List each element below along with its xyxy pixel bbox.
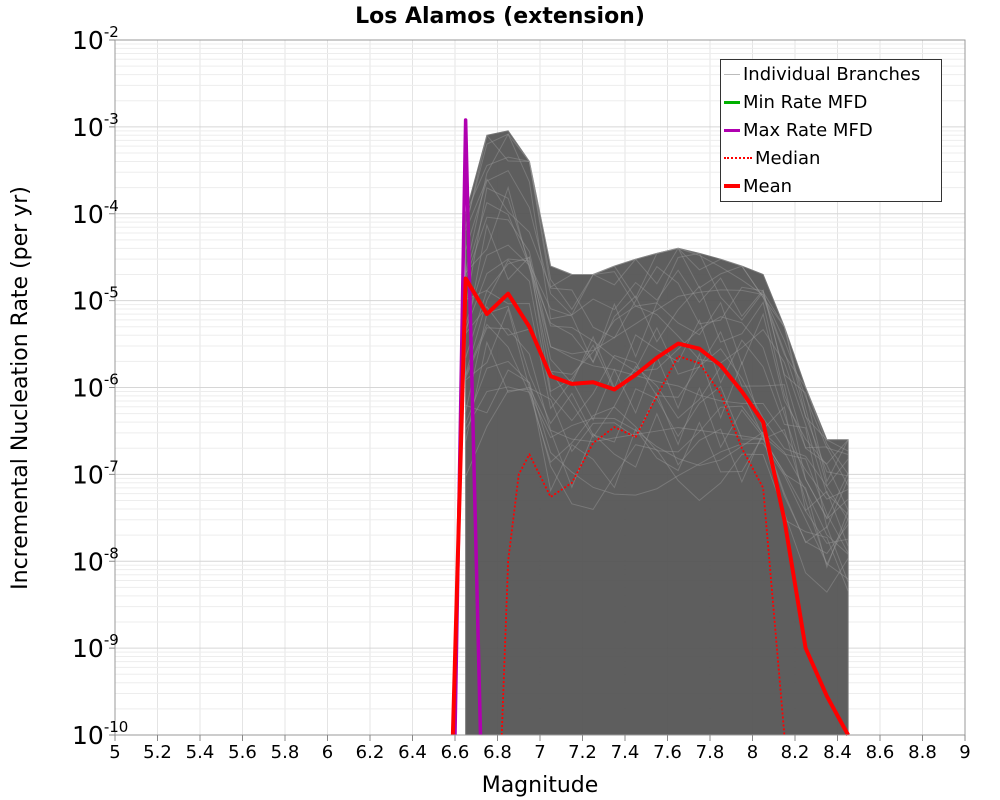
legend-label-min-rate: Min Rate MFD	[743, 91, 868, 113]
branch-line	[465, 360, 849, 580]
branch-line	[465, 256, 849, 519]
legend-swatch-max-rate	[724, 128, 740, 132]
legend: Individual Branches Min Rate MFD Max Rat…	[720, 59, 942, 202]
branch-line	[465, 258, 849, 520]
x-tick-label: 5.4	[186, 742, 215, 763]
branch-line	[465, 323, 849, 555]
x-tick-label: 8.2	[781, 742, 810, 763]
y-tick-label: 10-2	[72, 23, 119, 55]
x-tick-label: 8.8	[908, 742, 937, 763]
legend-label-max-rate: Max Rate MFD	[743, 119, 873, 141]
x-tick-label: 5.6	[228, 742, 257, 763]
legend-label-median: Median	[755, 147, 821, 169]
x-tick-label: 6.8	[483, 742, 512, 763]
x-tick-label: 8.6	[866, 742, 895, 763]
y-tick-label: 10-9	[72, 631, 119, 663]
x-tick-label: 6	[322, 742, 333, 763]
legend-item-min-rate: Min Rate MFD	[721, 90, 867, 114]
y-tick-exponent: -10	[104, 718, 129, 736]
y-tick-exponent: -4	[104, 197, 119, 215]
branch-line	[465, 169, 849, 483]
y-tick-exponent: -2	[104, 23, 119, 41]
y-tick-exponent: -3	[104, 110, 119, 128]
legend-item-individual-branches: Individual Branches	[721, 62, 920, 86]
branch-line	[465, 216, 849, 455]
legend-swatch-median	[724, 157, 752, 159]
legend-label-mean: Mean	[743, 175, 793, 197]
legend-label-branches: Individual Branches	[743, 63, 921, 85]
x-tick-label: 5.2	[143, 742, 172, 763]
x-tick-label: 9	[959, 742, 970, 763]
branch-line	[465, 133, 849, 477]
x-tick-label: 7	[534, 742, 545, 763]
branch-line	[465, 185, 849, 511]
legend-item-mean: Mean	[721, 174, 792, 198]
x-axis-ticks: 5 5.2 5.4 5.6 5.8 6 6.2 6.4 6.6 6.8 7 7.2 7.4 7.6 7.8 8…	[109, 735, 971, 763]
legend-item-median: Median	[721, 146, 820, 170]
x-tick-label: 7.8	[696, 742, 725, 763]
x-tick-label: 6.2	[356, 742, 385, 763]
series-line-mean	[450, 276, 850, 736]
series-lines	[450, 118, 850, 736]
x-tick-label: 7.2	[568, 742, 597, 763]
branch-line	[465, 340, 849, 583]
branch-line	[465, 244, 849, 500]
branch-line	[465, 386, 849, 555]
branch-line	[465, 156, 849, 475]
x-axis-label: Magnitude	[482, 773, 599, 798]
y-tick-label: 10-5	[72, 284, 119, 316]
y-tick-exponent: -6	[104, 371, 119, 389]
x-tick-label: 6.6	[441, 742, 470, 763]
x-tick-label: 5	[109, 742, 120, 763]
x-tick-label: 6.4	[398, 742, 427, 763]
branch-line	[465, 201, 849, 515]
branch-line	[465, 327, 849, 544]
chart-title: Los Alamos (extension)	[355, 4, 645, 29]
y-tick-exponent: -8	[104, 544, 119, 562]
series-line-median	[500, 355, 786, 736]
branch-line	[465, 259, 849, 521]
branch-line	[465, 223, 849, 530]
branch-line	[465, 305, 849, 566]
branch-line	[465, 133, 849, 488]
x-tick-label: 7.4	[611, 742, 640, 763]
y-tick-label: 10-3	[72, 110, 119, 142]
legend-swatch-branches	[724, 73, 740, 75]
y-tick-exponent: -9	[104, 631, 119, 649]
x-tick-label: 7.6	[653, 742, 682, 763]
branch-line	[465, 134, 849, 452]
y-tick-label: 10-8	[72, 544, 119, 576]
branch-line	[465, 307, 849, 569]
x-tick-label: 8.4	[823, 742, 852, 763]
y-axis-label: Incremental Nucleation Rate (per yr)	[8, 186, 33, 590]
branch-line	[465, 178, 849, 465]
y-tick-exponent: -7	[104, 457, 119, 475]
y-tick-exponent: -5	[104, 284, 119, 302]
y-tick-label: 10-7	[72, 457, 119, 489]
x-tick-label: 8	[747, 742, 758, 763]
y-tick-label: 10-4	[72, 197, 119, 229]
y-tick-label: 10-6	[72, 371, 119, 403]
x-tick-label: 5.8	[271, 742, 300, 763]
legend-swatch-min-rate	[724, 100, 740, 104]
branch-line	[465, 187, 849, 486]
branch-band	[465, 130, 849, 736]
legend-item-max-rate: Max Rate MFD	[721, 118, 873, 142]
legend-swatch-mean	[724, 184, 740, 188]
